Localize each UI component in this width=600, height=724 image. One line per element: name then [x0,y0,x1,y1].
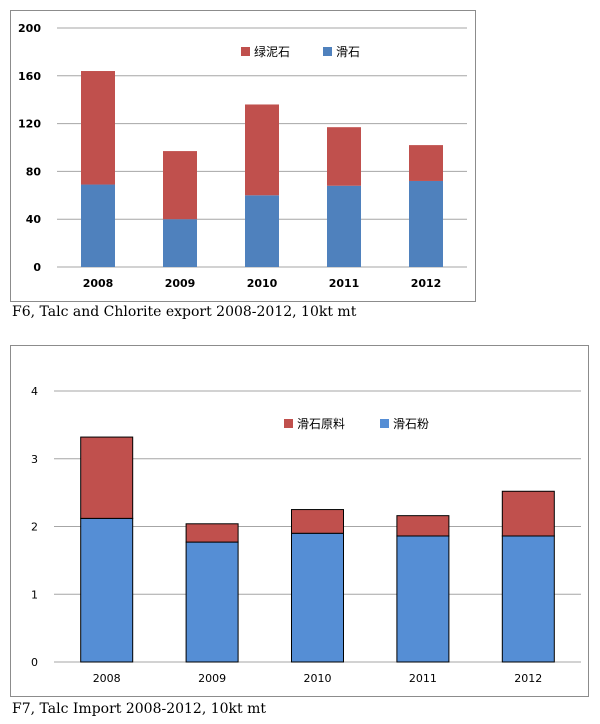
bar-segment [245,195,279,267]
bar-segment [185,523,239,543]
legend-swatch [284,419,293,428]
x-tick-label: 2009 [165,277,196,290]
y-tick-label: 40 [26,213,42,226]
legend-swatch [380,419,389,428]
y-tick-label: 4 [31,385,38,398]
y-tick-label: 160 [18,70,41,83]
y-tick-label: 1 [31,588,38,601]
bar-segment [291,532,344,663]
bar-segment [409,180,443,267]
legend-label: 滑石粉 [393,417,429,431]
y-tick-label: 0 [31,656,38,669]
bar-segment [291,509,344,534]
legend-label: 滑石 [336,45,360,59]
x-tick-label: 2008 [93,672,121,685]
y-tick-label: 200 [18,22,41,35]
x-tick-label: 2010 [247,277,278,290]
legend-swatch [241,47,250,56]
y-tick-label: 80 [26,165,42,178]
chart-panel-export: 0 40 80 120 160 200 2008 2009 2010 2011 2012 绿泥石 滑石 [10,10,476,302]
x-tick-label: 2010 [304,672,332,685]
chart-svg: 0 40 80 120 160 200 2008 2009 2010 2011 2012 绿泥石 滑石 [18,22,467,290]
bar-segment [163,219,197,267]
x-tick-label: 2009 [198,672,226,685]
x-tick-label: 2011 [409,672,437,685]
bar-segment [81,184,115,267]
bar-segment [80,436,134,519]
legend-swatch [323,47,332,56]
bar-segment [185,541,239,663]
bar-segment [396,515,450,537]
bar-segment [163,151,197,220]
bar-segment [245,104,279,196]
bar-segment [501,490,555,537]
legend-label: 绿泥石 [254,44,290,59]
bar-segment [409,145,443,181]
x-tick-label: 2012 [514,672,542,685]
y-tick-label: 120 [18,118,41,131]
chart-caption-import: F7, Talc Import 2008-2012, 10kt mt [12,701,267,717]
legend-label: 滑石原料 [297,417,345,431]
bar-segment [80,517,134,663]
y-tick-label: 0 [33,261,41,274]
bar-segment [327,127,361,186]
y-tick-label: 2 [31,521,38,534]
y-tick-label: 3 [31,453,38,466]
x-tick-label: 2011 [329,277,360,290]
chart-svg: 0 1 2 3 4 2008 2009 2010 2011 2012 滑石原料 滑石粉 [31,385,581,685]
bar-segment [396,535,450,663]
bar-segment [501,535,555,663]
x-tick-label: 2012 [411,277,442,290]
chart-panel-import: 0 1 2 3 4 2008 2009 2010 2011 2012 滑石原料 滑石粉 [10,345,589,697]
chart-caption-export: F6, Talc and Chlorite export 2008-2012, … [12,304,357,320]
bar-segment [81,71,115,185]
bar-segment [327,185,361,267]
x-tick-label: 2008 [83,277,114,290]
